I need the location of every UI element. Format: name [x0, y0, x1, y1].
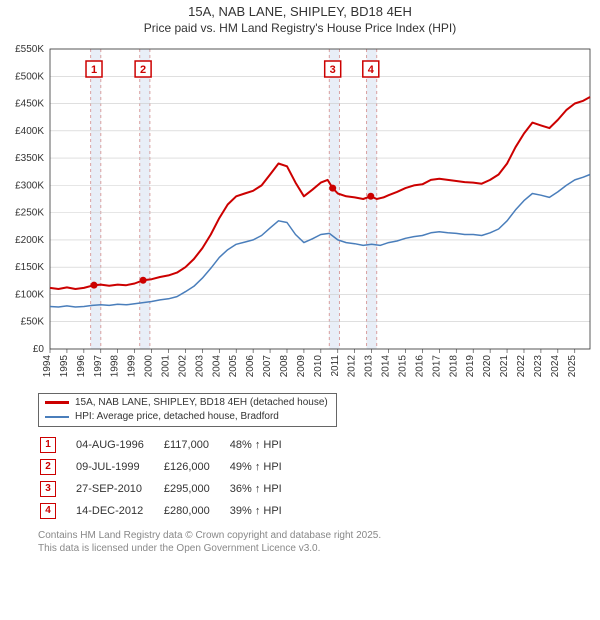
transaction-pct: 36% ↑ HPI [230, 479, 300, 499]
transaction-row: 1 04-AUG-1996£117,00048% ↑ HPI [40, 435, 300, 455]
legend-item: 15A, NAB LANE, SHIPLEY, BD18 4EH (detach… [45, 396, 328, 410]
transaction-marker: 4 [40, 503, 56, 519]
svg-text:3: 3 [330, 64, 336, 76]
svg-text:£250K: £250K [15, 208, 44, 219]
svg-text:1998: 1998 [110, 354, 121, 377]
svg-text:2005: 2005 [228, 354, 239, 377]
transaction-date: 14-DEC-2012 [76, 501, 162, 521]
footer-line-2: This data is licensed under the Open Gov… [38, 542, 600, 555]
svg-text:£300K: £300K [15, 180, 44, 191]
legend-label: 15A, NAB LANE, SHIPLEY, BD18 4EH (detach… [75, 396, 328, 410]
svg-text:£550K: £550K [15, 44, 44, 55]
transaction-price: £126,000 [164, 457, 228, 477]
svg-text:£100K: £100K [15, 289, 44, 300]
svg-text:2008: 2008 [279, 354, 290, 377]
svg-text:2006: 2006 [245, 354, 256, 377]
transaction-price: £280,000 [164, 501, 228, 521]
transaction-row: 2 09-JUL-1999£126,00049% ↑ HPI [40, 457, 300, 477]
svg-text:2: 2 [140, 64, 146, 76]
svg-text:£50K: £50K [21, 317, 45, 328]
svg-text:2023: 2023 [533, 354, 544, 377]
svg-text:2019: 2019 [465, 354, 476, 377]
transaction-pct: 39% ↑ HPI [230, 501, 300, 521]
svg-text:£0: £0 [33, 344, 45, 355]
svg-text:2021: 2021 [499, 354, 510, 377]
svg-text:2003: 2003 [194, 354, 205, 377]
data-attribution: Contains HM Land Registry data © Crown c… [38, 529, 600, 555]
svg-text:2015: 2015 [397, 354, 408, 377]
footer-line-1: Contains HM Land Registry data © Crown c… [38, 529, 600, 542]
chart-title-line2: Price paid vs. HM Land Registry's House … [0, 21, 600, 39]
svg-text:1: 1 [91, 64, 97, 76]
price-chart: £0 £50K £100K £150K £200K £250K £300K £350K £400… [0, 39, 600, 389]
svg-text:2000: 2000 [144, 354, 155, 377]
svg-text:4: 4 [368, 64, 375, 76]
svg-text:2011: 2011 [330, 354, 341, 376]
legend-swatch [45, 416, 69, 418]
svg-text:£450K: £450K [15, 98, 44, 109]
svg-text:2020: 2020 [482, 354, 493, 377]
svg-text:1999: 1999 [127, 354, 138, 377]
transaction-price: £117,000 [164, 435, 228, 455]
transaction-price: £295,000 [164, 479, 228, 499]
svg-text:2001: 2001 [160, 354, 171, 377]
legend: 15A, NAB LANE, SHIPLEY, BD18 4EH (detach… [38, 393, 337, 427]
svg-text:£150K: £150K [15, 262, 44, 273]
legend-swatch [45, 401, 69, 404]
svg-text:2002: 2002 [177, 354, 188, 377]
svg-text:1997: 1997 [93, 354, 104, 377]
transaction-date: 04-AUG-1996 [76, 435, 162, 455]
transactions-table: 1 04-AUG-1996£117,00048% ↑ HPI 2 09-JUL-199… [38, 433, 302, 523]
svg-text:£500K: £500K [15, 71, 44, 82]
svg-text:1994: 1994 [42, 354, 53, 377]
transaction-pct: 48% ↑ HPI [230, 435, 300, 455]
transaction-date: 09-JUL-1999 [76, 457, 162, 477]
transaction-date: 27-SEP-2010 [76, 479, 162, 499]
svg-text:2010: 2010 [313, 354, 324, 377]
transaction-pct: 49% ↑ HPI [230, 457, 300, 477]
svg-text:£400K: £400K [15, 126, 44, 137]
svg-text:1996: 1996 [76, 354, 87, 377]
transaction-row: 3 27-SEP-2010£295,00036% ↑ HPI [40, 479, 300, 499]
legend-item: HPI: Average price, detached house, Brad… [45, 410, 328, 424]
svg-text:2024: 2024 [550, 354, 561, 377]
transaction-marker: 3 [40, 481, 56, 497]
svg-text:2014: 2014 [381, 354, 392, 377]
svg-text:2004: 2004 [211, 354, 222, 377]
svg-text:2009: 2009 [296, 354, 307, 377]
svg-text:£350K: £350K [15, 153, 44, 164]
transaction-marker: 2 [40, 459, 56, 475]
svg-text:2025: 2025 [567, 354, 578, 377]
svg-text:£200K: £200K [15, 235, 44, 246]
legend-label: HPI: Average price, detached house, Brad… [75, 410, 279, 424]
chart-container: £0 £50K £100K £150K £200K £250K £300K £350K £400… [0, 39, 600, 389]
svg-text:2018: 2018 [448, 354, 459, 377]
svg-text:2022: 2022 [516, 354, 527, 377]
svg-text:2016: 2016 [414, 354, 425, 377]
transaction-marker: 1 [40, 437, 56, 453]
svg-text:2012: 2012 [347, 354, 358, 377]
chart-title-line1: 15A, NAB LANE, SHIPLEY, BD18 4EH [0, 0, 600, 21]
svg-text:2013: 2013 [364, 354, 375, 377]
transaction-row: 4 14-DEC-2012£280,00039% ↑ HPI [40, 501, 300, 521]
svg-text:2017: 2017 [431, 354, 442, 377]
svg-text:1995: 1995 [59, 354, 70, 377]
svg-text:2007: 2007 [262, 354, 273, 377]
